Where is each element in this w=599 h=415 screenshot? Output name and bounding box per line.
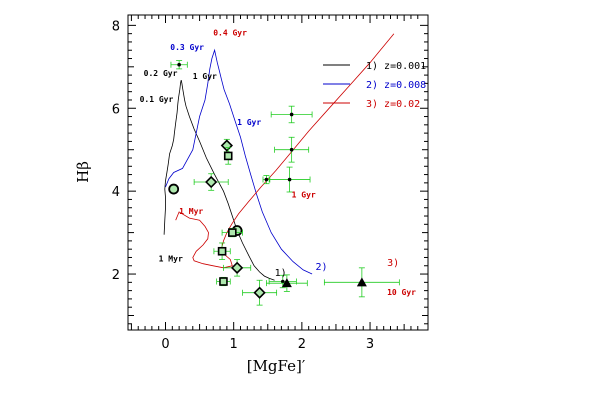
legend-label: 1) z=0.001 (366, 61, 426, 72)
age-annotation: 0.1 Gyr (140, 95, 174, 104)
y-tick-label: 6 (112, 102, 120, 117)
age-annotation: 1 Gyr (292, 190, 316, 199)
age-annotation: 1 Myr (179, 207, 203, 216)
data-point-dot (264, 177, 269, 182)
y-tick-label: 2 (112, 268, 120, 283)
data-point-circle (168, 183, 180, 195)
data-point-diamond (230, 261, 244, 274)
data-point-square (217, 246, 227, 256)
data-point-dot (287, 177, 292, 182)
data-point-diamond (205, 175, 218, 189)
age-annotation: 0.2 Gyr (144, 69, 178, 78)
data-point-dot (280, 279, 285, 284)
axis-ticks: 0 1 2 3 2 4 6 8 (112, 15, 428, 352)
data-point-triangle (281, 278, 292, 288)
legend-label: 3) z=0.02 (366, 99, 420, 110)
x-tick-label: 0 (161, 337, 169, 352)
age-annotation: 1 Gyr (193, 72, 217, 81)
annotations: 0.4 Gyr 0.3 Gyr 0.2 Gyr 0.1 Gyr 1 Gyr 1 Gyr 1 … (140, 29, 417, 297)
data-point-square (228, 228, 237, 237)
track-end-label: 3) (387, 258, 399, 269)
age-annotation: 0.3 Gyr (170, 43, 204, 52)
track-end-label: 2) (316, 262, 328, 273)
x-tick-label: 3 (366, 337, 374, 352)
y-tick-label: 4 (112, 185, 120, 200)
observations (168, 60, 400, 306)
data-point-dot (177, 62, 181, 67)
x-tick-label: 2 (298, 337, 306, 352)
model-tracks (163, 33, 395, 281)
data-point-dot (289, 112, 294, 117)
y-tick-label: 8 (112, 19, 120, 34)
y-axis-label: Hβ (74, 161, 92, 183)
x-axis-label: [MgFe]′ (247, 357, 306, 375)
legend: 1) z=0.001 2) z=0.008 3) z=0.02 (323, 61, 426, 110)
age-annotation: 1 Myr (159, 255, 183, 264)
data-point-square (223, 151, 233, 161)
age-annotation: 10 Gyr (387, 288, 416, 297)
legend-label: 2) z=0.008 (366, 80, 426, 91)
data-point-triangle (356, 277, 367, 287)
track-end-label: 1) (275, 268, 287, 279)
plot-frame (127, 14, 429, 331)
series-line-2 (165, 48, 313, 275)
age-annotation: 0.4 Gyr (213, 29, 247, 38)
series-line-3 (175, 33, 395, 269)
data-point-square (219, 277, 228, 286)
data-point-diamond (253, 286, 266, 299)
x-tick-label: 1 (230, 337, 238, 352)
data-point-diamond (220, 139, 233, 152)
data-point-dot (289, 147, 294, 152)
age-annotation: 1 Gyr (237, 118, 261, 127)
